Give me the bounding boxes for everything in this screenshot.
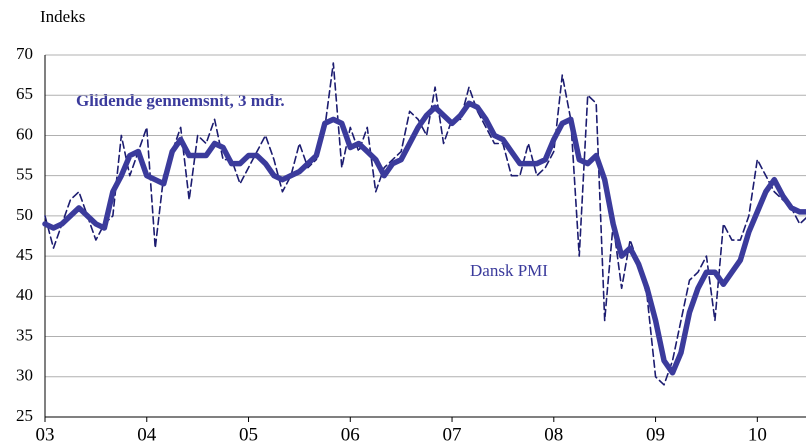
y-tick-label: 30 — [16, 366, 33, 385]
y-tick-label: 45 — [16, 245, 33, 264]
x-tick-label: 10 — [748, 424, 767, 445]
y-tick-label: 70 — [16, 44, 33, 63]
x-tick-label: 04 — [137, 424, 157, 445]
x-tick-label: 06 — [341, 424, 360, 445]
y-axis-label: Indeks — [40, 7, 85, 26]
x-tick-label: 05 — [239, 424, 258, 445]
x-tick-label: 08 — [544, 424, 563, 445]
dashed-line — [44, 62, 806, 386]
y-tick-label: 40 — [16, 285, 33, 304]
y-tick-label: 50 — [16, 205, 33, 224]
x-tick-label: 09 — [646, 424, 665, 445]
annotation: Glidende gennemsnit, 3 mdr. — [76, 91, 285, 110]
annotation: Dansk PMI — [470, 261, 548, 280]
y-tick-label: 60 — [16, 124, 33, 143]
thick-line — [42, 100, 806, 376]
x-tick-label: 03 — [36, 424, 55, 445]
y-tick-label: 65 — [16, 84, 33, 103]
y-tick-label: 35 — [16, 325, 33, 344]
x-tick-label: 07 — [443, 424, 462, 445]
y-tick-label: 55 — [16, 165, 33, 184]
y-tick-label: 25 — [16, 406, 33, 425]
